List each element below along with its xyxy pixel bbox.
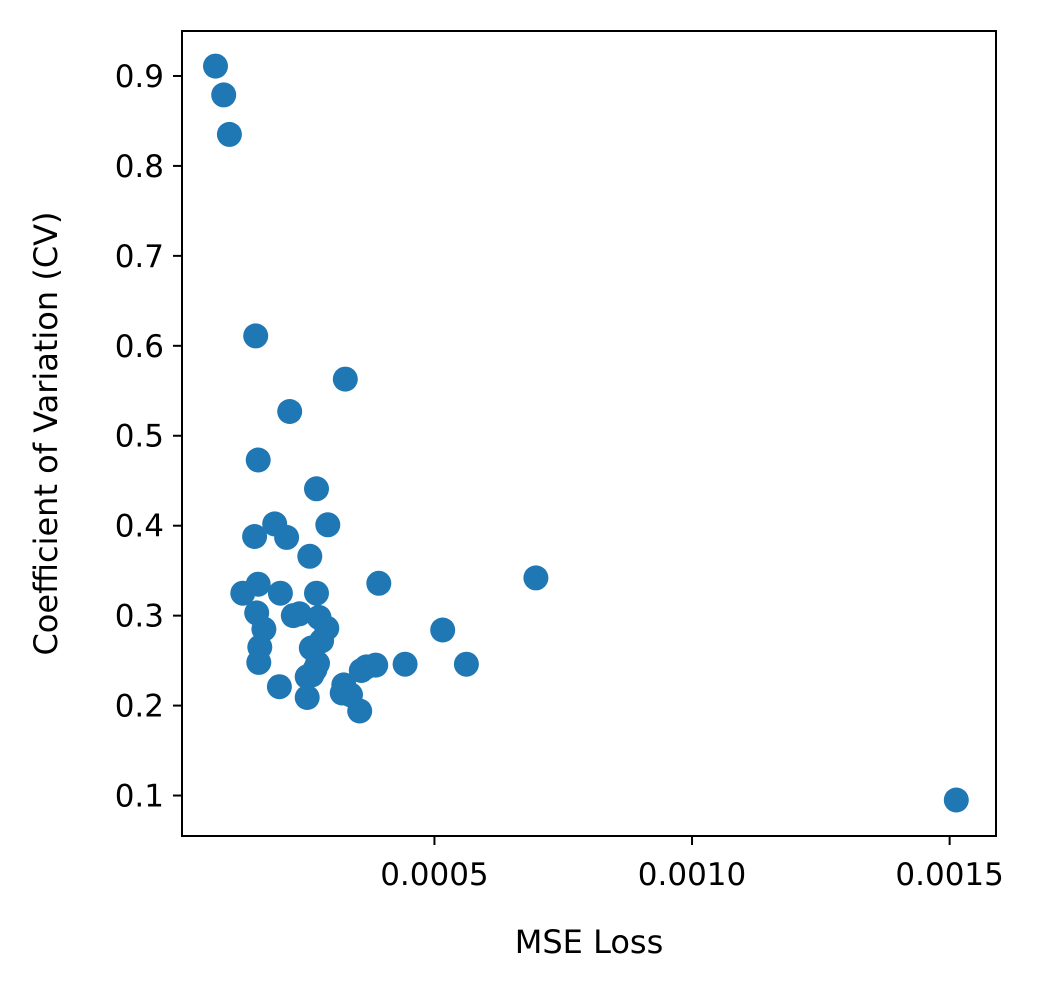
y-tick-label: 0.3 — [115, 599, 164, 635]
scatter-point — [363, 652, 389, 678]
scatter-point — [243, 323, 269, 349]
y-tick-label: 0.7 — [115, 239, 164, 275]
x-tick-label: 0.0005 — [380, 857, 488, 893]
scatter-point — [211, 82, 237, 108]
y-tick-label: 0.4 — [115, 509, 164, 545]
scatter-point — [277, 399, 303, 424]
scatter-point — [266, 674, 292, 700]
scatter-point — [245, 447, 271, 473]
scatter-point — [523, 565, 549, 591]
x-tick-label: 0.0010 — [638, 857, 746, 893]
y-tick-label: 0.5 — [115, 419, 164, 455]
y-axis: 0.1 0.2 0.3 0.4 0.5 0.6 0.7 0.8 0.9 — [115, 59, 182, 815]
scatter-point — [943, 787, 969, 813]
scatter-point — [453, 651, 479, 677]
scatter-point — [203, 53, 228, 79]
scatter-point — [332, 366, 358, 392]
scatter-point — [315, 512, 341, 538]
x-axis: 0.0005 0.0010 0.0015 — [380, 836, 1004, 893]
plot-frame — [181, 30, 997, 837]
y-tick-label: 0.8 — [115, 149, 164, 185]
scatter-point — [245, 571, 271, 597]
x-tick-label: 0.0015 — [895, 857, 1003, 893]
scatter-point — [274, 524, 300, 550]
y-tick-label: 0.9 — [115, 59, 164, 95]
scatter-point — [430, 617, 456, 643]
y-tick-label: 0.6 — [115, 329, 164, 365]
x-axis-label: MSE Loss — [515, 923, 664, 961]
scatter-point — [294, 664, 320, 690]
y-axis-label: Coefficient of Variation (CV) — [27, 211, 65, 655]
scatter-point — [267, 580, 293, 606]
scatter-point — [216, 121, 242, 147]
scatter-point — [366, 570, 392, 596]
y-tick-label: 0.1 — [115, 779, 164, 815]
scatter-point — [392, 651, 418, 677]
scatter-point — [246, 649, 272, 675]
y-tick-label: 0.2 — [115, 689, 164, 725]
scatter-point — [242, 524, 268, 549]
scatter-point — [347, 698, 373, 724]
scatter-points — [203, 53, 969, 813]
scatter-point — [304, 580, 329, 606]
scatter-point — [304, 476, 329, 502]
scatter-point — [287, 601, 312, 627]
scatter-point — [297, 543, 323, 569]
scatter-point — [294, 685, 320, 710]
